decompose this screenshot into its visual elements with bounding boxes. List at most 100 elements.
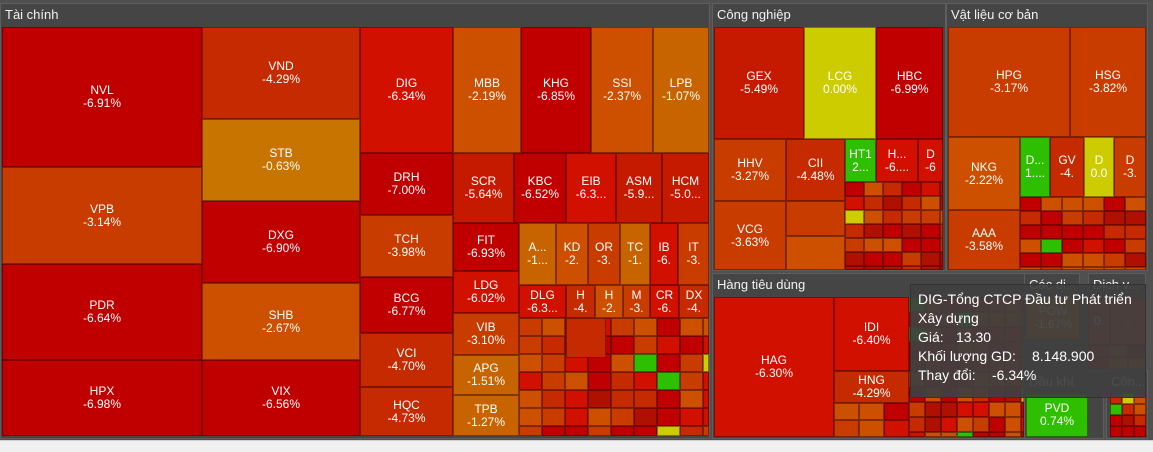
stock-cell-small[interactable] bbox=[909, 432, 925, 437]
stock-cell-d[interactable]: D -3. bbox=[1114, 137, 1146, 197]
stock-cell-small[interactable] bbox=[1125, 211, 1146, 225]
stock-cell-small[interactable] bbox=[611, 426, 634, 436]
stock-cell-small[interactable] bbox=[940, 224, 943, 238]
stock-cell-m[interactable]: M -3. bbox=[623, 285, 650, 318]
stock-cell-hpx[interactable]: HPX -6.98% bbox=[2, 360, 202, 436]
stock-cell-tch[interactable]: TCH -3.98% bbox=[360, 215, 453, 277]
stock-cell-small[interactable] bbox=[703, 408, 709, 426]
stock-cell-small[interactable] bbox=[588, 390, 611, 408]
stock-cell-dlg[interactable]: DLG -6.3... bbox=[519, 285, 566, 318]
stock-cell-small[interactable] bbox=[1041, 239, 1062, 253]
stock-cell-small[interactable] bbox=[1083, 267, 1104, 270]
stock-cell-small[interactable] bbox=[680, 372, 703, 390]
stock-cell-small[interactable] bbox=[902, 182, 921, 196]
stock-cell-small[interactable] bbox=[1041, 253, 1062, 267]
stock-cell-small[interactable] bbox=[864, 196, 883, 210]
stock-cell-small[interactable] bbox=[611, 390, 634, 408]
stock-cell-small[interactable] bbox=[1005, 417, 1021, 432]
stock-cell-small[interactable] bbox=[925, 432, 941, 437]
stock-cell-asm[interactable]: ASM -5.9... bbox=[616, 153, 662, 223]
stock-cell-small[interactable] bbox=[703, 336, 709, 354]
stock-cell-small[interactable] bbox=[1020, 239, 1041, 253]
stock-cell-small[interactable] bbox=[834, 403, 859, 420]
stock-cell-small[interactable] bbox=[902, 224, 921, 238]
stock-cell-small[interactable] bbox=[542, 426, 565, 436]
stock-cell-small[interactable] bbox=[542, 336, 565, 354]
stock-cell-small[interactable] bbox=[565, 426, 588, 436]
stock-cell-hng[interactable]: HNG -4.29% bbox=[834, 371, 909, 403]
stock-cell-small[interactable] bbox=[883, 182, 902, 196]
stock-cell-small[interactable] bbox=[680, 426, 703, 436]
stock-cell-small[interactable] bbox=[1125, 267, 1146, 270]
stock-cell-small[interactable] bbox=[634, 408, 657, 426]
stock-cell-small[interactable] bbox=[680, 390, 703, 408]
stock-cell-small[interactable] bbox=[883, 196, 902, 210]
stock-cell-tc[interactable]: TC -1. bbox=[620, 223, 650, 285]
stock-cell-scr[interactable]: SCR -5.64% bbox=[453, 153, 514, 223]
bottom-scrollbar[interactable] bbox=[0, 440, 1153, 452]
stock-cell-small[interactable] bbox=[864, 182, 883, 196]
stock-cell-small[interactable] bbox=[1125, 239, 1146, 253]
stock-cell-small[interactable] bbox=[1062, 267, 1083, 270]
stock-cell-cr[interactable]: CR -6. bbox=[650, 285, 679, 318]
stock-cell-small[interactable] bbox=[845, 238, 864, 252]
stock-cell-small[interactable] bbox=[902, 196, 921, 210]
stock-cell-gv[interactable]: GV -4. bbox=[1050, 137, 1084, 197]
stock-cell-small[interactable] bbox=[1020, 267, 1041, 270]
stock-cell-small[interactable] bbox=[542, 390, 565, 408]
stock-cell-small[interactable] bbox=[519, 318, 542, 336]
stock-cell-small[interactable] bbox=[1041, 267, 1062, 270]
stock-cell-small[interactable] bbox=[941, 417, 957, 432]
stock-cell-small[interactable] bbox=[973, 432, 989, 437]
stock-cell-small[interactable] bbox=[680, 354, 703, 372]
stock-cell-small[interactable] bbox=[909, 402, 925, 417]
stock-cell-small[interactable] bbox=[925, 402, 941, 417]
stock-cell-small[interactable] bbox=[1083, 225, 1104, 239]
stock-cell-small[interactable] bbox=[542, 408, 565, 426]
stock-cell-small[interactable] bbox=[884, 420, 909, 437]
stock-cell-small[interactable] bbox=[588, 372, 611, 390]
stock-cell-small[interactable] bbox=[1062, 211, 1083, 225]
stock-cell-cii[interactable]: CII -4.48% bbox=[786, 139, 845, 201]
stock-cell-small[interactable] bbox=[1041, 197, 1062, 211]
stock-cell-a[interactable]: A... -1... bbox=[519, 223, 556, 285]
stock-cell-small[interactable] bbox=[1083, 211, 1104, 225]
stock-cell-small[interactable] bbox=[941, 402, 957, 417]
stock-cell-h[interactable]: H -4. bbox=[566, 285, 595, 318]
stock-cell-small[interactable] bbox=[519, 426, 542, 436]
stock-cell-nkg[interactable]: NKG -2.22% bbox=[948, 137, 1020, 210]
stock-cell-small[interactable] bbox=[611, 354, 634, 372]
stock-cell-ssi[interactable]: SSI -2.37% bbox=[591, 27, 653, 153]
stock-cell-small[interactable] bbox=[565, 372, 588, 390]
stock-cell-small[interactable] bbox=[1110, 404, 1122, 415]
stock-cell-small[interactable] bbox=[1104, 197, 1125, 211]
stock-cell-drh[interactable]: DRH -7.00% bbox=[360, 153, 453, 215]
stock-cell-small[interactable] bbox=[1104, 211, 1125, 225]
stock-cell-small[interactable] bbox=[845, 224, 864, 238]
stock-cell-mbb[interactable]: MBB -2.19% bbox=[453, 27, 521, 153]
stock-cell-small[interactable] bbox=[634, 336, 657, 354]
stock-cell-pvd[interactable]: PVD 0.74% bbox=[1026, 393, 1088, 437]
stock-cell-eib[interactable]: EIB -6.3... bbox=[566, 153, 616, 223]
stock-cell-kbc[interactable]: KBC -6.52% bbox=[514, 153, 566, 223]
stock-cell-hsg[interactable]: HSG -3.82% bbox=[1070, 27, 1146, 137]
stock-cell-small[interactable] bbox=[883, 252, 902, 266]
stock-cell-small[interactable] bbox=[859, 420, 884, 437]
stock-cell-small[interactable] bbox=[611, 336, 634, 354]
stock-cell-small[interactable] bbox=[1104, 267, 1125, 270]
stock-cell-small[interactable] bbox=[883, 224, 902, 238]
stock-cell-small[interactable] bbox=[884, 403, 909, 420]
stock-cell-small[interactable] bbox=[1134, 415, 1146, 426]
stock-cell-small[interactable] bbox=[611, 408, 634, 426]
stock-cell-small[interactable] bbox=[611, 372, 634, 390]
stock-cell-vci[interactable]: VCI -4.70% bbox=[360, 333, 453, 387]
stock-cell-small[interactable] bbox=[1104, 225, 1125, 239]
stock-cell-d[interactable]: D... 1.... bbox=[1020, 137, 1050, 197]
stock-cell-d[interactable]: D -6 bbox=[918, 139, 943, 182]
stock-cell-ldg[interactable]: LDG -6.02% bbox=[453, 271, 519, 313]
stock-cell-small[interactable] bbox=[703, 390, 709, 408]
stock-cell-small[interactable] bbox=[883, 210, 902, 224]
stock-cell-small[interactable] bbox=[1062, 197, 1083, 211]
stock-cell-small[interactable] bbox=[845, 182, 864, 196]
stock-cell-hbc[interactable]: HBC -6.99% bbox=[876, 27, 943, 139]
